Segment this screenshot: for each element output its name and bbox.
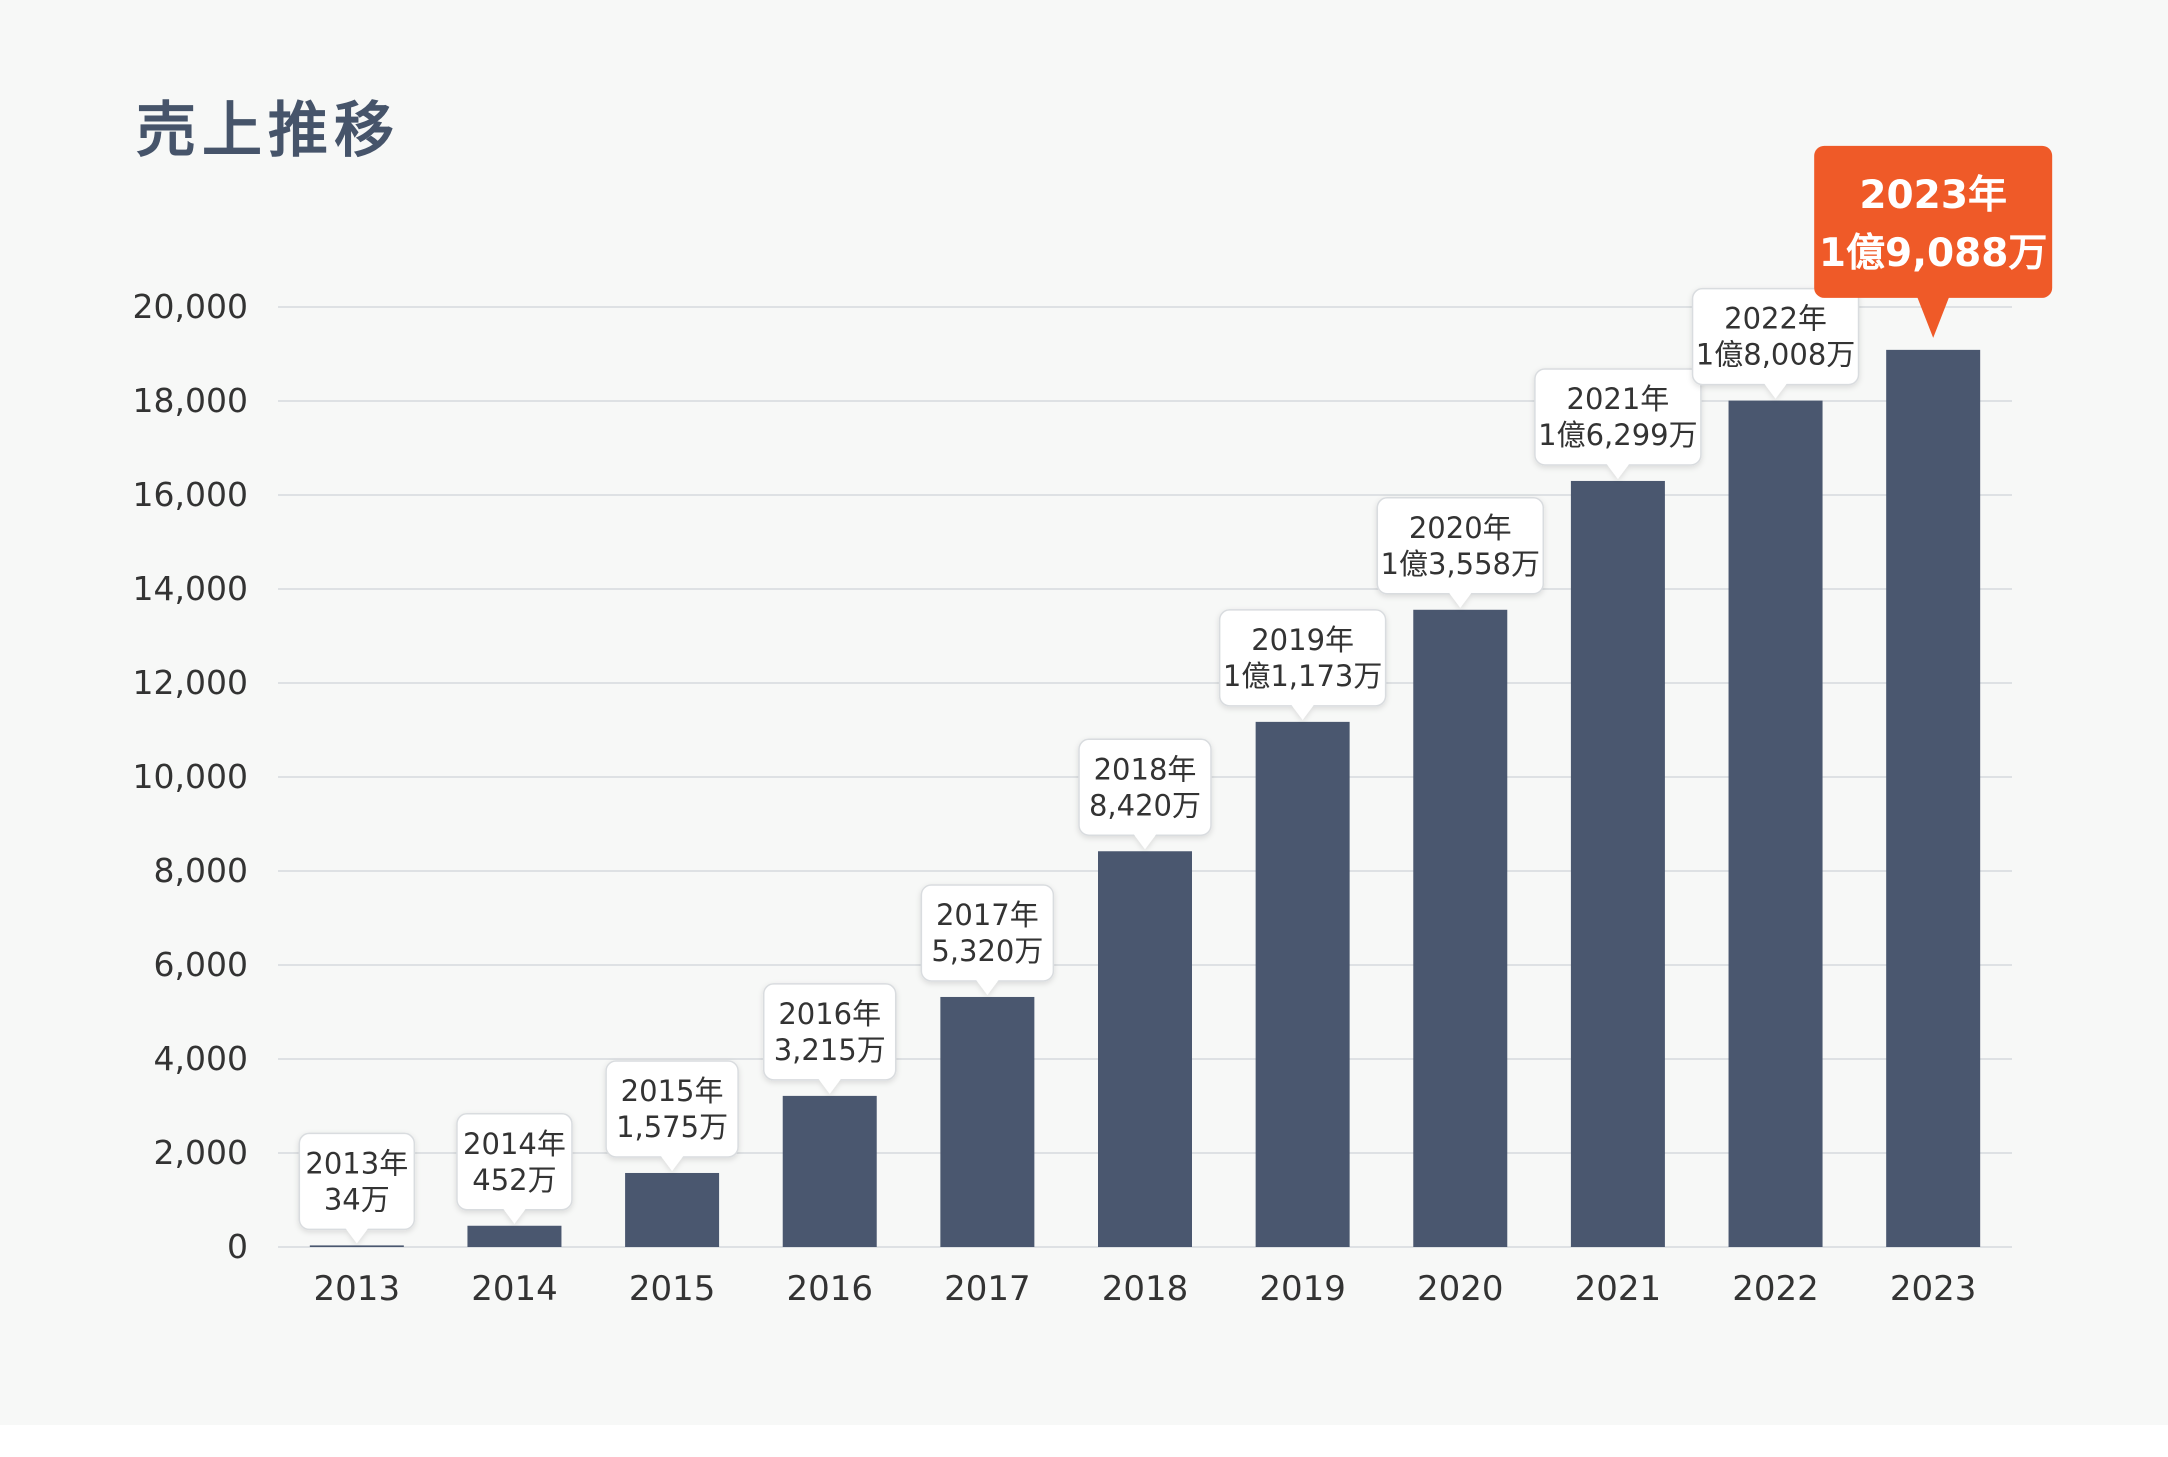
bar-2018 [1098, 851, 1192, 1247]
callout-value: 3,215万 [774, 1033, 886, 1067]
callout-year: 2019年 [1251, 623, 1354, 657]
y-tick-label: 18,000 [133, 381, 248, 420]
x-tick-label: 2015 [629, 1269, 716, 1309]
callout-pointer [1917, 296, 1950, 338]
y-tick-label: 2,000 [154, 1133, 248, 1172]
bar-2019 [1255, 721, 1350, 1247]
x-tick-label: 2016 [786, 1269, 873, 1309]
callout-bubble [920, 884, 1055, 995]
callout-bubble [1376, 497, 1545, 608]
page-title: 売上推移 [136, 96, 400, 166]
callout-year: 2014年 [463, 1127, 566, 1161]
bar-2017 [940, 996, 1035, 1247]
callout-value: 8,420万 [1089, 788, 1201, 822]
y-tick-label: 0 [227, 1227, 248, 1266]
bar-2020 [1413, 609, 1508, 1247]
y-tick-label: 8,000 [154, 851, 248, 890]
callout-year: 2013年 [305, 1146, 408, 1180]
x-tick-label: 2023 [1890, 1269, 1977, 1309]
y-tick-label: 10,000 [133, 757, 248, 796]
bar-2015 [625, 1172, 720, 1247]
callout-pointer [344, 1227, 369, 1244]
callout-pointer [1448, 591, 1473, 608]
x-tick-label: 2018 [1102, 1269, 1189, 1309]
bar-2021 [1570, 480, 1665, 1247]
y-tick-label: 4,000 [154, 1039, 248, 1078]
callout-bubble [762, 983, 897, 1094]
callout-pointer [1133, 833, 1157, 850]
callout-value: 1億9,088万 [1819, 231, 2048, 276]
x-tick-label: 2014 [471, 1269, 558, 1309]
callout-value: 5,320万 [931, 934, 1043, 968]
callout-bubble [1078, 738, 1212, 850]
bar-2014 [467, 1225, 562, 1247]
callout-bubble [605, 1060, 739, 1171]
y-tick-label: 20,000 [133, 287, 248, 326]
y-tick-label: 14,000 [133, 569, 248, 608]
bar-2023 [1886, 349, 1981, 1247]
callout-pointer [817, 1077, 842, 1094]
callout-value: 452万 [472, 1163, 556, 1197]
callout-value: 1億8,008万 [1696, 338, 1855, 372]
bottom-band [0, 1425, 2168, 1457]
callout-year: 2015年 [621, 1074, 724, 1108]
callout-value: 34万 [324, 1182, 390, 1216]
callout-year: 2016年 [778, 997, 881, 1031]
callout-pointer [1763, 382, 1788, 399]
bar-2013 [309, 1245, 404, 1247]
callout-year: 2020年 [1409, 511, 1512, 545]
callout-bubble [1691, 287, 1860, 399]
x-tick-label: 2019 [1259, 1269, 1346, 1309]
callout-bubble [1534, 368, 1702, 479]
callout-box [1814, 145, 2053, 298]
bar-2016 [782, 1095, 877, 1247]
callout-2023: 2023年 1億9,088万 [1814, 145, 2053, 338]
callout-value: 1億6,299万 [1538, 418, 1697, 452]
bar-2022 [1728, 400, 1823, 1247]
callout-value: 1億1,173万 [1223, 659, 1382, 693]
callout-year: 2021年 [1567, 382, 1670, 416]
callout-year: 2022年 [1724, 302, 1827, 336]
callout-value: 1,575万 [616, 1110, 728, 1144]
callout-bubble [298, 1132, 416, 1244]
callout-year: 2023年 [1859, 173, 2007, 218]
callout-value: 1億3,558万 [1381, 547, 1540, 581]
y-tick-label: 16,000 [133, 475, 248, 514]
x-tick-label: 2013 [314, 1269, 401, 1309]
callout-bubble [1218, 609, 1387, 720]
callout-pointer [1290, 703, 1315, 720]
callout-bubble [456, 1113, 573, 1224]
callout-pointer [1605, 462, 1630, 479]
callout-pointer [975, 978, 1000, 995]
x-tick-label: 2022 [1732, 1269, 1819, 1309]
callout-pointer [502, 1207, 527, 1224]
x-tick-label: 2017 [944, 1269, 1031, 1309]
callout-year: 2018年 [1094, 752, 1197, 786]
x-tick-label: 2021 [1575, 1269, 1662, 1309]
callout-pointer [660, 1154, 685, 1171]
y-tick-label: 6,000 [154, 945, 248, 984]
y-tick-label: 12,000 [133, 663, 248, 702]
x-tick-label: 2020 [1417, 1269, 1504, 1309]
callout-year: 2017年 [936, 898, 1039, 932]
